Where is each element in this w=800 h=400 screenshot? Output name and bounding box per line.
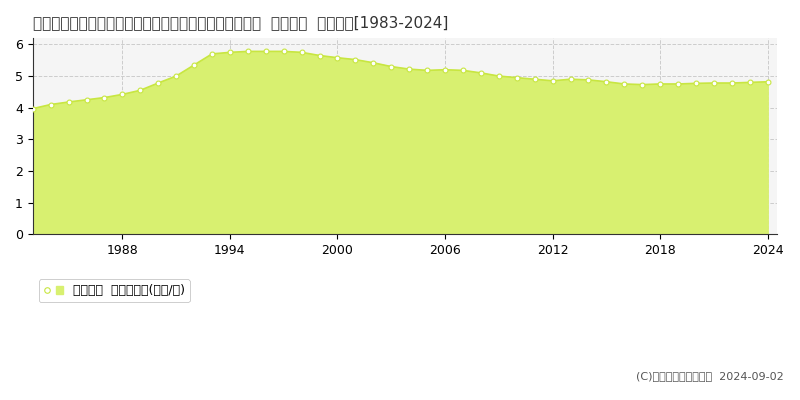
Text: 栃木県下都賀郡壬生町大字安塚字西原２３８９番１１外  地価公示  地価推移[1983-2024]: 栃木県下都賀郡壬生町大字安塚字西原２３８９番１１外 地価公示 地価推移[1983… — [33, 15, 448, 30]
Text: (C)土地価格ドットコム  2024-09-02: (C)土地価格ドットコム 2024-09-02 — [636, 371, 784, 381]
Legend: 地価公示  平均坪単価(万円/坪): 地価公示 平均坪単価(万円/坪) — [39, 280, 190, 302]
